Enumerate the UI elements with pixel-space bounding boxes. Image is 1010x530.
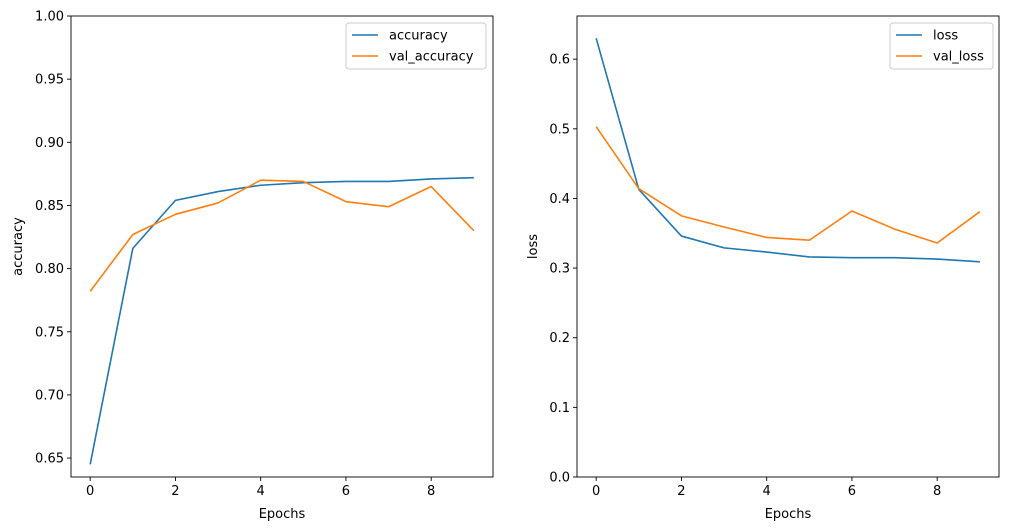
legend-entry-label: loss	[933, 29, 958, 44]
y-tick-label: 0.2	[549, 331, 570, 346]
y-tick-label: 0.4	[549, 192, 570, 207]
legend-box	[345, 22, 487, 70]
legend: accuracy val_accuracy	[345, 22, 487, 70]
series-line-val-accuracy	[89, 179, 475, 292]
x-tick-label: 6	[848, 484, 856, 499]
chart-panel-2: 0 2 4 6 80.00.10.20.30.40.50.6Epochslossloss…	[526, 15, 1000, 522]
legend: loss val_loss	[889, 22, 994, 70]
y-tick-label: 0.75	[35, 325, 64, 340]
x-axis-label: Epochs	[259, 507, 306, 522]
y-tick-label: 0.1	[549, 401, 570, 416]
x-tick-label: 4	[763, 484, 771, 499]
y-tick-label: 0.85	[35, 199, 64, 214]
x-tick-label: 0	[86, 484, 94, 499]
x-tick-label: 6	[342, 484, 350, 499]
series-line-accuracy	[89, 176, 474, 465]
y-tick-label: 0.80	[35, 262, 64, 277]
plot-area-frame	[70, 15, 494, 478]
x-tick-label: 0	[592, 484, 600, 499]
legend-entry-label: val_loss	[933, 50, 984, 65]
x-tick-label: 2	[171, 484, 179, 499]
series-line-loss	[595, 38, 980, 263]
y-axis-label: loss	[526, 234, 541, 259]
series-line-val-loss	[595, 126, 981, 244]
y-tick-label: 0.6	[549, 53, 570, 68]
y-tick-label: 0.65	[35, 452, 64, 467]
y-tick-label: 0.5	[549, 122, 570, 137]
y-tick-label: 0.95	[35, 73, 64, 88]
x-tick-label: 2	[677, 484, 685, 499]
legend-entry-label: val_accuracy	[389, 50, 474, 65]
x-axis-label: Epochs	[765, 507, 812, 522]
x-tick-label: 8	[933, 484, 941, 499]
legend-entry-label: accuracy	[389, 29, 448, 44]
y-tick-label: 0.90	[35, 136, 64, 151]
y-tick-label: 0.3	[549, 262, 570, 277]
x-tick-label: 8	[427, 484, 435, 499]
y-axis-label: accuracy	[11, 217, 26, 276]
x-tick-label: 4	[257, 484, 265, 499]
y-tick-label: 0.70	[35, 388, 64, 403]
plot-area-frame	[576, 15, 1000, 478]
chart-panel-1: 0 2 4 6 8 0.65 0.70 0.75 0.80 0.85 0.90 0.95 1.00 Epo…	[11, 10, 494, 522]
y-tick-label: 0.0	[549, 471, 570, 486]
y-tick-label: 1.00	[35, 10, 64, 25]
